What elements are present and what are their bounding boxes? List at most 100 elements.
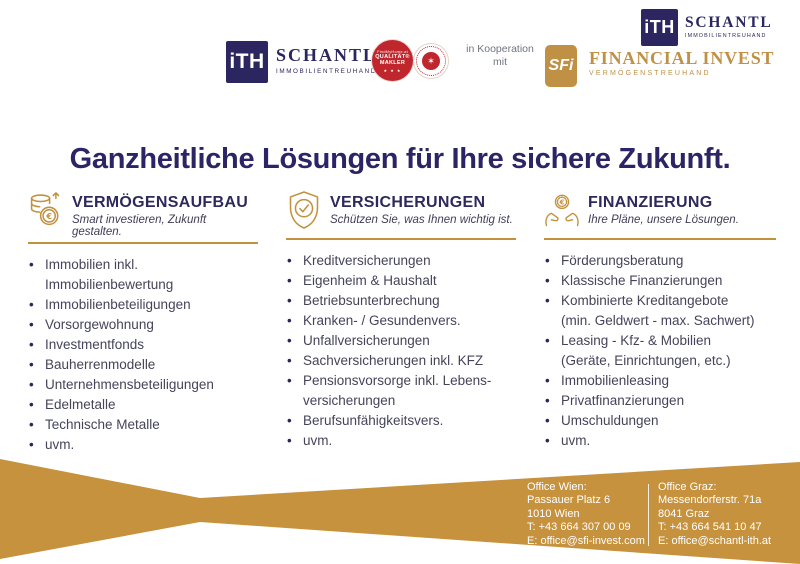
- shield-check-icon: [289, 191, 319, 229]
- bullet-dot: •: [29, 417, 34, 432]
- bullet-dot: •: [29, 377, 34, 392]
- office-graz-contact: Office Graz: Messendorferstr. 71a 8041 Gra…: [658, 481, 771, 548]
- column-title: VERMÖGENSAUFBAU: [72, 194, 249, 211]
- schantl-logo: SCHANTL IMMOBILIENTREUHAND: [276, 45, 377, 75]
- bullet-dot: •: [287, 273, 292, 288]
- footer-divider: [648, 484, 649, 546]
- gold-divider: [28, 242, 258, 244]
- bullet-dot: •: [29, 337, 34, 352]
- bullet-dot: •: [545, 273, 550, 288]
- contact-line: Passauer Platz 6: [527, 494, 611, 507]
- list-item: • Unternehmensbeteiligungen: [28, 375, 258, 395]
- list-item: • Umschuldungen: [544, 411, 776, 431]
- bullet-dot: •: [287, 353, 292, 368]
- bullet-dot: •: [545, 333, 550, 348]
- list-item: • Immobilien inkl. Immobilienbewertung: [29, 257, 174, 292]
- list-item: • Kreditversicherungen: [286, 251, 516, 271]
- badge-line1: QUALITÄT®: [375, 53, 410, 60]
- quality-makler-badge: FindMyHome.at QUALITÄT® MAKLER ★ ★ ★: [372, 40, 413, 81]
- financial-invest-logo: FINANCIAL INVEST VERMÖGENSTREUHAND: [589, 48, 774, 77]
- corner-wordmark: SCHANTL: [685, 14, 773, 31]
- bullet-dot: •: [287, 373, 292, 388]
- bullet-dot: •: [29, 257, 34, 272]
- column-header-text: FINANZIERUNG Ihre Pläne, unsere Lösungen…: [588, 190, 739, 226]
- column-title: FINANZIERUNG: [588, 194, 713, 211]
- bullet-dot: •: [287, 293, 292, 308]
- ith-monogram: iTH: [229, 50, 265, 73]
- list-item: • Betriebsunterbrechung: [286, 291, 516, 311]
- column-versicherungen: VERSICHERUNGEN Schützen Sie, was Ihnen w…: [286, 190, 516, 455]
- austrian-eagle-icon: ✶: [422, 52, 440, 70]
- page-title: Ganzheitliche Lösungen für Ihre sichere …: [69, 143, 731, 176]
- bullet-dot: •: [29, 397, 34, 412]
- bullet-dot: •: [29, 317, 34, 332]
- badge-line2: MAKLER: [379, 60, 406, 66]
- bullet-dot: •: [287, 253, 292, 268]
- svg-text:€: €: [45, 211, 52, 221]
- hands-coin-icon: €: [545, 194, 579, 227]
- contact-line: 8041 Graz: [658, 507, 710, 520]
- financial-invest-wordmark: FINANCIAL INVEST: [589, 48, 775, 68]
- bullet-list: • Kreditversicherungen • Eigenheim & Hausha…: [286, 251, 516, 451]
- schantl-tagline: IMMOBILIENTREUHAND: [276, 68, 377, 75]
- ith-monogram-small: iTH: [644, 17, 675, 37]
- corner-tagline: IMMOBILIENTREUHAND: [685, 33, 767, 39]
- list-item: • Technische Metalle: [28, 415, 258, 435]
- list-item: • uvm.: [286, 431, 516, 451]
- sfi-logo-mark: SFi: [545, 45, 577, 87]
- bullet-dot: •: [29, 357, 34, 372]
- sfi-monogram: SFi: [548, 57, 574, 74]
- list-item: • Klassische Finanzierungen: [544, 271, 776, 291]
- svg-text:€: €: [559, 198, 565, 207]
- list-item: • Pensionsvorsorge inkl. Lebens-versicher…: [287, 373, 492, 408]
- bullet-dot: •: [287, 313, 292, 328]
- coins-growth-icon: €: [30, 192, 60, 226]
- gold-divider: [286, 238, 516, 240]
- contact-line: Messendorferstr. 71a: [658, 494, 762, 507]
- contact-line: Office Wien:: [527, 481, 587, 493]
- contact-line: E: office@schantl-ith.at: [658, 534, 772, 547]
- schantl-logo-mark: iTH: [226, 41, 268, 83]
- column-header: VERSICHERUNGEN Schützen Sie, was Ihnen w…: [286, 190, 516, 234]
- column-finanzierung: € FINANZIERUNG Ihre Pläne, unsere Lösung…: [544, 190, 776, 455]
- schantl-wordmark: SCHANTL: [276, 45, 378, 65]
- contact-line: Office Graz:: [658, 481, 717, 493]
- contact-line: E: office@sfi-invest.com: [527, 534, 645, 547]
- contact-line: T: +43 664 307 00 09: [527, 521, 631, 534]
- bullet-list: • Förderungsberatung • Klassische Finanzier…: [544, 251, 776, 451]
- content-columns: € VERMÖGENSAUFBAU Smart investieren, Zuk…: [28, 190, 776, 455]
- list-item: • Privatfinanzierungen: [544, 391, 776, 411]
- list-item: • Kranken- / Gesundenvers.: [286, 311, 516, 331]
- list-item: • Immobilienleasing: [544, 371, 776, 391]
- bullet-dot: •: [545, 253, 550, 268]
- badge-brand-text: FindMyHome.at: [377, 48, 408, 54]
- list-item: • Leasing - Kfz- & Mobilien (Geräte, Einri…: [545, 333, 731, 368]
- bullet-dot: •: [287, 413, 292, 428]
- footer: Office Wien: Passauer Platz 6 1010 Wien T: …: [0, 454, 800, 564]
- column-header: € FINANZIERUNG Ihre Pläne, unsere Lösung…: [544, 190, 776, 234]
- list-item: • Berufsunfähigkeitsvers.: [286, 411, 516, 431]
- office-wien-contact: Office Wien: Passauer Platz 6 1010 Wien T: …: [527, 481, 645, 548]
- list-item: • Sachversicherungen inkl. KFZ: [286, 351, 516, 371]
- contact-line: T: +43 664 541 10 47: [658, 521, 762, 534]
- column-vermoegensaufbau: € VERMÖGENSAUFBAU Smart investieren, Zuk…: [28, 190, 258, 455]
- column-header-text: VERMÖGENSAUFBAU Smart investieren, Zukun…: [72, 190, 258, 238]
- list-item: • Förderungsberatung: [544, 251, 776, 271]
- contact-line: 1010 Wien: [527, 507, 580, 520]
- column-header-text: VERSICHERUNGEN Schützen Sie, was Ihnen w…: [330, 190, 513, 226]
- column-subtitle: Smart investieren, Zukunft gestalten.: [72, 214, 207, 238]
- list-item: • Vorsorgewohnung: [28, 315, 258, 335]
- corner-logo: SCHANTL IMMOBILIENTREUHAND: [685, 14, 773, 39]
- list-item: • Bauherrenmodelle: [28, 355, 258, 375]
- list-item: • Edelmetalle: [28, 395, 258, 415]
- column-subtitle: Ihre Pläne, unsere Lösungen.: [588, 214, 739, 226]
- bullet-dot: •: [29, 437, 34, 452]
- list-item: • uvm.: [544, 431, 776, 451]
- column-subtitle: Schützen Sie, was Ihnen wichtig ist.: [330, 214, 513, 226]
- bullet-dot: •: [545, 293, 550, 308]
- badge-stars: ★ ★ ★: [383, 67, 402, 73]
- corner-logo-mark: iTH: [641, 9, 678, 46]
- list-item: • Unfallversicherungen: [286, 331, 516, 351]
- bullet-list: • Immobilien inkl. Immobilienbewertung • Imm…: [28, 255, 258, 455]
- bullet-dot: •: [287, 333, 292, 348]
